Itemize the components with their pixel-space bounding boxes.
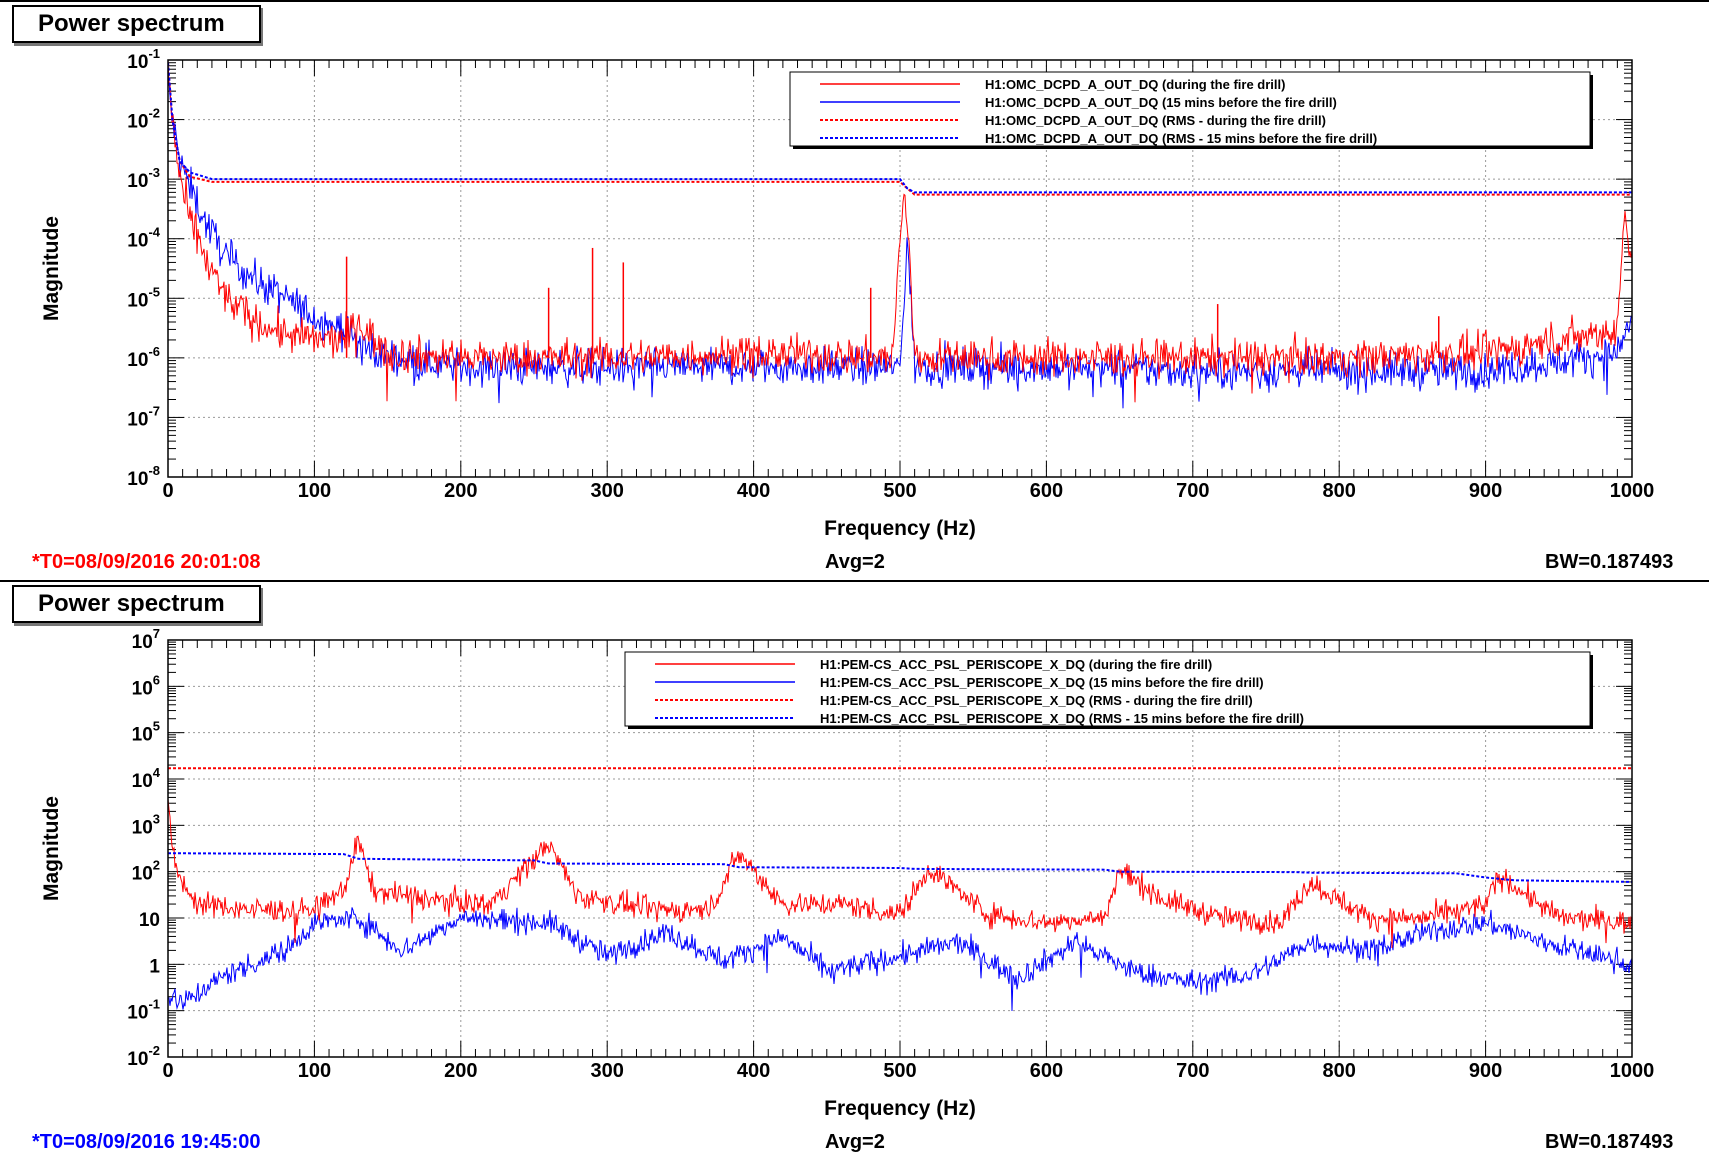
x-tick-label: 500 <box>883 1060 916 1082</box>
series-group <box>168 60 1632 409</box>
y-tick-label: 10-7 <box>127 403 160 430</box>
data-line-blue <box>168 907 1632 1012</box>
x-tick-label: 700 <box>1176 480 1209 502</box>
legend-label: H1:PEM-CS_ACC_PSL_PERISCOPE_X_DQ (during… <box>820 657 1212 672</box>
bottom-power-spectrum-chart: 0 100 200 300 400 500 600 700 800 900 1000 107 106 10… <box>40 626 1655 1120</box>
panel-title: Power spectrum <box>12 585 261 623</box>
y-tick-label: 102 <box>132 858 160 885</box>
y-tick-label: 104 <box>132 765 161 792</box>
y-tick-label: 10-2 <box>127 106 160 133</box>
top-plot-panel: Power spectrum 0 100 200 300 400 500 600 700 800… <box>0 0 1709 579</box>
legend-label: H1:OMC_DCPD_A_OUT_DQ (RMS - 15 mins befo… <box>985 131 1377 146</box>
legend-label: H1:OMC_DCPD_A_OUT_DQ (RMS - during the f… <box>985 113 1326 128</box>
plot-frame <box>167 59 1633 478</box>
y-tick-label: 10-8 <box>127 463 160 490</box>
bandwidth: BW=0.187493 <box>1545 551 1674 573</box>
y-tick-label: 10-1 <box>127 46 160 73</box>
x-tick-label: 800 <box>1323 480 1356 502</box>
series-group <box>168 767 1632 1012</box>
data-line-blue <box>168 68 1632 409</box>
x-tick-label: 600 <box>1030 480 1063 502</box>
bottom-plot-panel: Power spectrum 0 100 200 300 400 500 600 700 800… <box>0 580 1709 1159</box>
x-tick-label: 300 <box>591 1060 624 1082</box>
y-axis-title: Magnitude <box>40 216 63 321</box>
bandwidth: BW=0.187493 <box>1545 1131 1674 1153</box>
x-tick-label: 100 <box>298 1060 331 1082</box>
x-tick-label: 200 <box>444 480 477 502</box>
y-tick-label: 10-3 <box>127 165 160 192</box>
legend-label: H1:PEM-CS_ACC_PSL_PERISCOPE_X_DQ (RMS - … <box>820 693 1253 708</box>
data-line-red <box>168 60 1632 403</box>
y-tick-label: 10-2 <box>127 1043 160 1070</box>
x-tick-label: 900 <box>1469 480 1502 502</box>
x-tick-label: 600 <box>1030 1060 1063 1082</box>
x-tick-label: 800 <box>1323 1060 1356 1082</box>
y-tick-label: 1 <box>149 956 160 977</box>
y-tick-label: 10-1 <box>127 997 160 1024</box>
panel-title: Power spectrum <box>12 5 261 43</box>
x-tick-label: 500 <box>883 480 916 502</box>
y-tick-label: 106 <box>132 672 160 699</box>
y-tick-label: 105 <box>132 719 160 746</box>
y-tick-label: 10-4 <box>127 225 160 252</box>
x-tick-label: 400 <box>737 480 770 502</box>
plot-frame <box>167 639 1633 1058</box>
y-tick-label: 10-6 <box>127 344 160 371</box>
top-power-spectrum-chart: 0 100 200 300 400 500 600 700 800 900 1000 10-1 10-2… <box>40 46 1655 540</box>
legend-label: H1:OMC_DCPD_A_OUT_DQ (during the fire dr… <box>985 77 1285 92</box>
x-tick-label: 200 <box>444 1060 477 1082</box>
x-tick-label: 900 <box>1469 1060 1502 1082</box>
x-tick-label: 400 <box>737 1060 770 1082</box>
x-tick-label: 0 <box>162 1060 173 1082</box>
y-axis-title: Magnitude <box>40 796 63 901</box>
x-tick-label: 1000 <box>1610 1060 1655 1082</box>
x-tick-label: 100 <box>298 480 331 502</box>
average-count: Avg=2 <box>825 1131 885 1153</box>
data-line-red <box>168 799 1632 949</box>
legend-label: H1:OMC_DCPD_A_OUT_DQ (15 mins before the… <box>985 95 1337 110</box>
y-tick-label: 107 <box>132 626 160 653</box>
x-tick-label: 0 <box>162 480 173 502</box>
rms-line-blue <box>168 62 1632 194</box>
average-count: Avg=2 <box>825 551 885 573</box>
legend-label: H1:PEM-CS_ACC_PSL_PERISCOPE_X_DQ (RMS - … <box>820 711 1304 726</box>
y-tick-label: 10-5 <box>127 284 160 311</box>
x-tick-label: 700 <box>1176 1060 1209 1082</box>
legend-label: H1:PEM-CS_ACC_PSL_PERISCOPE_X_DQ (15 min… <box>820 675 1264 690</box>
y-tick-label: 10 <box>139 910 160 931</box>
t0-timestamp: *T0=08/09/2016 20:01:08 <box>32 551 261 573</box>
x-axis-title: Frequency (Hz) <box>824 517 976 540</box>
x-tick-label: 300 <box>591 480 624 502</box>
x-tick-label: 1000 <box>1610 480 1655 502</box>
t0-timestamp: *T0=08/09/2016 19:45:00 <box>32 1131 261 1153</box>
x-axis-title: Frequency (Hz) <box>824 1097 976 1120</box>
y-tick-label: 103 <box>132 811 160 838</box>
